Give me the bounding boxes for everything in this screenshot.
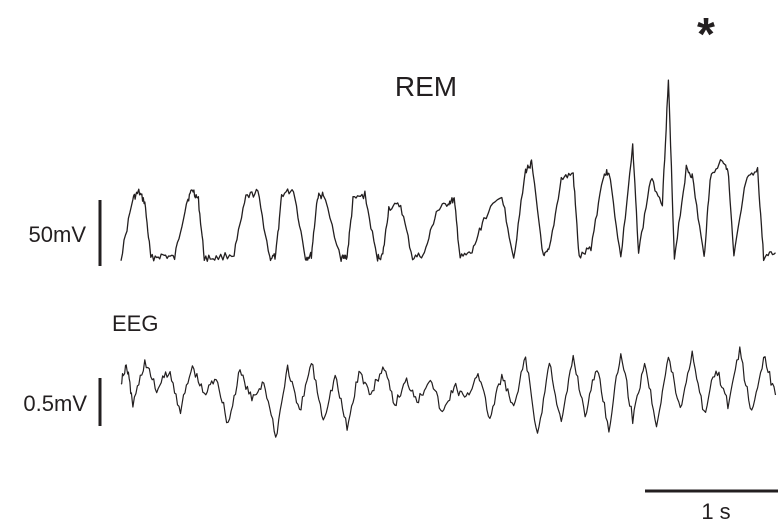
eeg-scale-label: 0.5mV — [23, 391, 87, 416]
eeg-title: EEG — [112, 311, 158, 336]
spike-asterisk: * — [697, 8, 715, 60]
time-scale-label: 1 s — [701, 499, 730, 524]
membrane-potential-trace — [120, 79, 776, 263]
rem-title: REM — [395, 71, 457, 102]
eeg-trace — [120, 346, 777, 438]
voltage-scale-label: 50mV — [29, 222, 87, 247]
